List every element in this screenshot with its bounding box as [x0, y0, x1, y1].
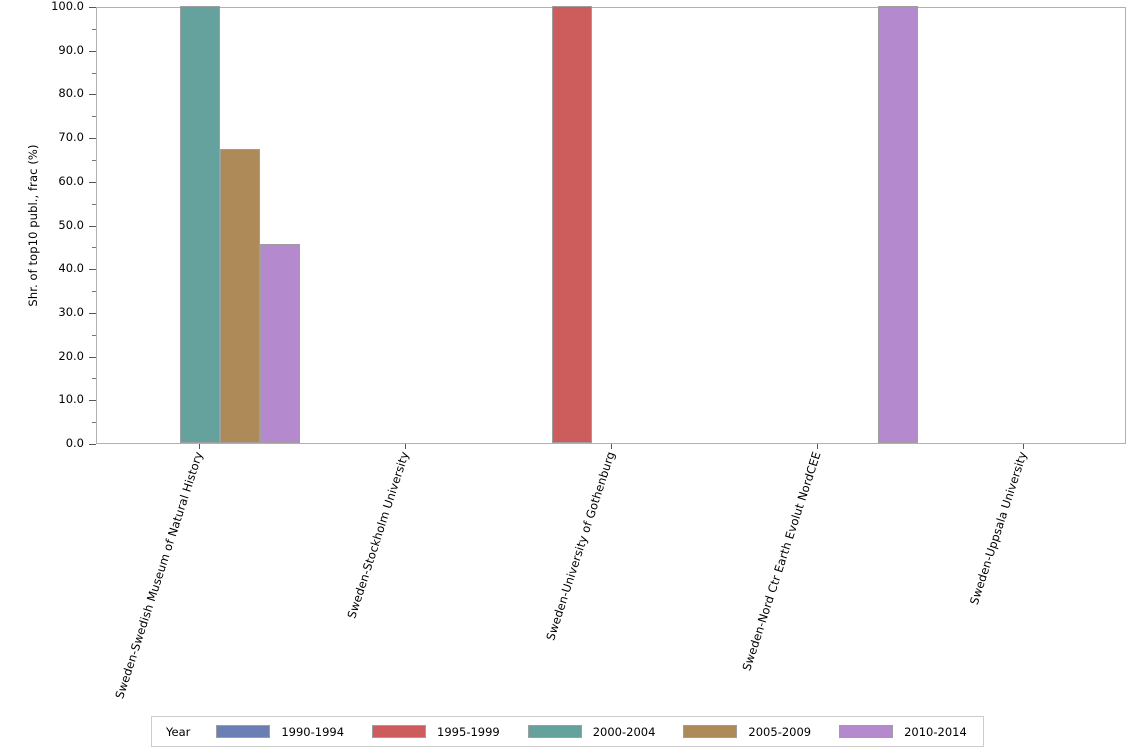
x-tick-mark — [611, 444, 612, 449]
y-tick-label: 70.0 — [58, 130, 84, 145]
y-tick-mark-minor — [92, 291, 96, 293]
y-tick-mark-minor — [92, 72, 96, 74]
legend-label: 2010-2014 — [904, 724, 967, 739]
bar — [180, 6, 220, 443]
y-tick-mark — [89, 50, 96, 52]
y-tick-mark — [89, 356, 96, 358]
y-tick-mark-minor — [92, 116, 96, 118]
legend-swatch — [683, 725, 738, 738]
y-tick-mark — [89, 225, 96, 227]
legend-label: 2005-2009 — [748, 724, 812, 739]
legend-swatch — [372, 725, 427, 738]
legend-entries: 1990-1994 1995-1999 2000-2004 2005-2009 2010… — [216, 725, 994, 739]
y-axis-ticks: 0.0 10.0 20.0 30.0 40.0 50.0 60.0 70.0 80.0 90.0 1… — [0, 0, 96, 756]
x-tick-mark — [405, 444, 406, 449]
legend-entry[interactable]: 2010-2014 — [839, 725, 967, 739]
y-tick-label: 60.0 — [58, 173, 84, 188]
y-tick-mark-minor — [92, 247, 96, 249]
legend-label: 1990-1994 — [281, 724, 345, 739]
legend-entry[interactable]: 2000-2004 — [527, 724, 656, 739]
y-tick-label: 100.0 — [51, 0, 84, 13]
y-tick-mark — [89, 444, 96, 445]
legend-entry[interactable]: 1995-1999 — [372, 725, 500, 739]
x-tick-mark — [1023, 444, 1024, 449]
y-tick-mark-minor — [92, 159, 96, 161]
legend-label: 1995-1999 — [437, 724, 500, 739]
y-tick-label: 10.0 — [58, 392, 84, 407]
y-tick-label: 90.0 — [58, 42, 84, 57]
y-tick-mark — [89, 94, 96, 96]
x-tick-label: Sweden-University of Gothenburg — [543, 449, 618, 643]
x-tick-mark — [199, 444, 200, 449]
y-tick-label: 40.0 — [58, 261, 84, 276]
legend: Year 1990-1994 1995-1999 2000-2004 2005-200… — [151, 716, 984, 747]
bar — [220, 148, 260, 443]
legend-swatch — [216, 725, 271, 738]
legend-label: 2000-2004 — [592, 724, 656, 739]
bar — [260, 243, 300, 443]
bar — [552, 6, 592, 443]
y-tick-mark — [89, 400, 96, 402]
y-tick-mark-minor — [92, 422, 96, 424]
x-tick-label: Sweden-Stockholm University — [344, 449, 412, 621]
y-tick-mark — [89, 138, 96, 140]
y-tick-label: 30.0 — [58, 304, 84, 319]
y-tick-label: 20.0 — [58, 348, 84, 363]
x-tick-label: Sweden-Nord Ctr Earth Evolut NordCEE — [739, 449, 824, 673]
y-tick-mark-minor — [92, 203, 96, 205]
plot-area — [96, 6, 1126, 444]
y-tick-label: 80.0 — [58, 86, 84, 101]
legend-entry[interactable]: 2005-2009 — [683, 725, 811, 739]
y-tick-mark — [89, 269, 96, 271]
legend-swatch — [527, 725, 582, 738]
y-tick-mark — [89, 7, 96, 8]
x-tick-label: Sweden-Swedish Museum of Natural History — [112, 449, 206, 701]
y-tick-mark-minor — [92, 378, 96, 380]
y-tick-label: 50.0 — [58, 217, 84, 232]
y-tick-mark — [89, 312, 96, 314]
legend-entry[interactable]: 1990-1994 — [216, 725, 344, 739]
x-tick-mark — [817, 444, 818, 449]
legend-title: Year — [166, 724, 191, 739]
y-tick-mark — [89, 181, 96, 183]
y-tick-label: 0.0 — [65, 436, 84, 450]
x-tick-label: Sweden-Uppsala University — [966, 449, 1030, 607]
legend-swatch — [839, 725, 894, 738]
y-tick-mark-minor — [92, 334, 96, 336]
bar — [878, 6, 918, 443]
y-tick-mark-minor — [92, 28, 96, 30]
